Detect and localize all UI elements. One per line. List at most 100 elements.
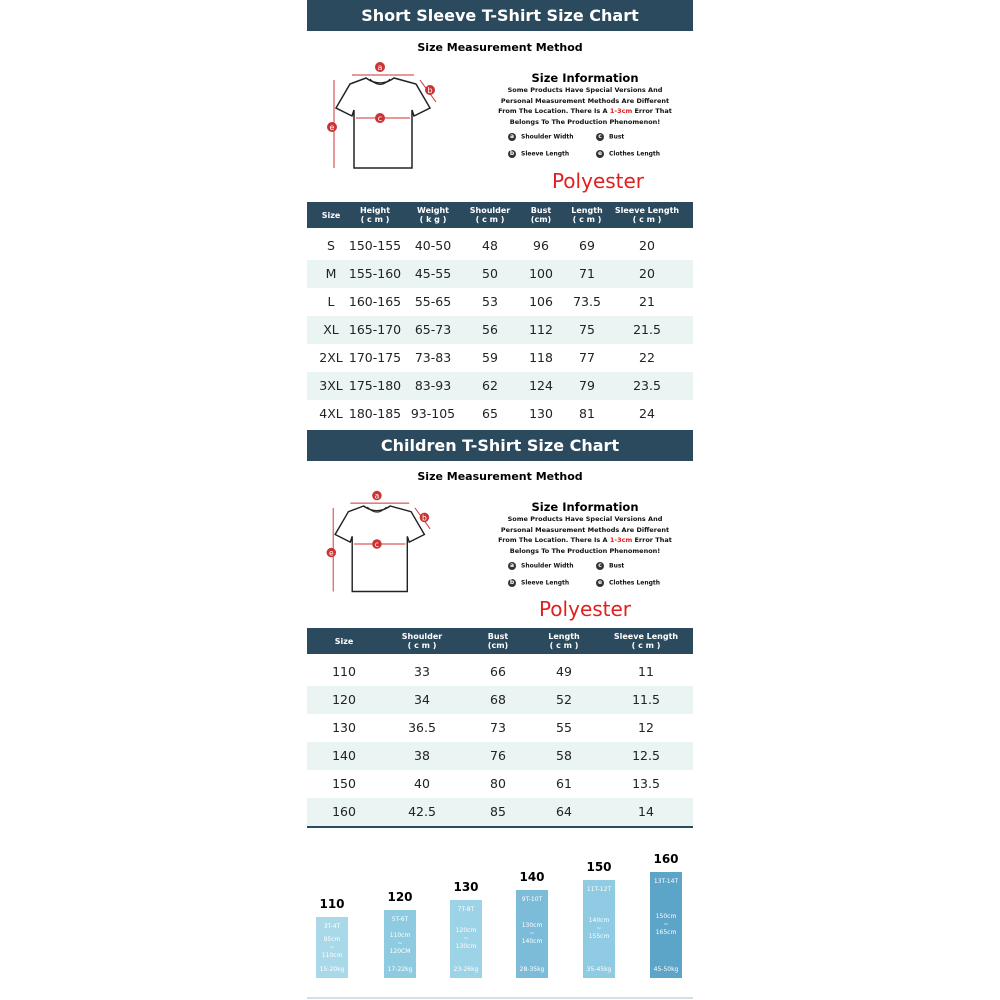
legend-item: c Bust bbox=[596, 133, 624, 141]
header-label: Bust bbox=[530, 206, 552, 215]
cell: 36.5 bbox=[408, 720, 436, 735]
header-unit: ( c m ) bbox=[572, 215, 602, 224]
height-range: ~ bbox=[663, 921, 669, 928]
cell: 80 bbox=[490, 776, 506, 791]
info-text: Error That bbox=[634, 536, 672, 544]
error-range: 1-3cm bbox=[609, 107, 633, 115]
cell: 69 bbox=[579, 238, 595, 253]
header-label: Height bbox=[359, 206, 391, 215]
header-unit: ( k g ) bbox=[419, 215, 447, 224]
header-unit: ( c m ) bbox=[631, 641, 661, 650]
cell: S bbox=[327, 238, 335, 253]
diagram-label: e bbox=[330, 123, 335, 132]
size-label: 140 bbox=[519, 870, 545, 884]
table-header bbox=[307, 202, 693, 228]
cell: 77 bbox=[579, 350, 595, 365]
size-label: 150 bbox=[586, 860, 612, 874]
cell: M bbox=[325, 266, 337, 281]
height-range: 120CM bbox=[389, 948, 411, 955]
cell: 65 bbox=[482, 406, 498, 421]
cell: 23.5 bbox=[633, 378, 661, 393]
header-cell: Bust (cm) bbox=[488, 632, 508, 650]
tshirt: a b c e bbox=[327, 62, 437, 169]
cell: 83-93 bbox=[414, 378, 452, 393]
header-label: Bust bbox=[487, 632, 509, 641]
cell: 93-105 bbox=[410, 406, 456, 421]
cell: 52 bbox=[556, 692, 572, 707]
height-range: 140cm bbox=[521, 938, 543, 945]
cell: XL bbox=[323, 322, 339, 337]
height-range: 95cm bbox=[323, 935, 341, 943]
cell: 180-185 bbox=[348, 406, 402, 421]
table-row bbox=[307, 658, 693, 686]
table-row bbox=[307, 372, 693, 400]
table-row bbox=[307, 742, 693, 770]
table-row bbox=[307, 316, 693, 344]
header-cell: Size bbox=[335, 637, 354, 646]
header-cell: Length( c m ) bbox=[548, 632, 579, 650]
cell: 11.5 bbox=[632, 692, 660, 707]
size-bar: 5T-6T 110cm ~120CM 17-22kg bbox=[384, 910, 416, 978]
cell: 22 bbox=[639, 350, 655, 365]
age-range: 3T-4T bbox=[323, 923, 341, 930]
header-cell: Bust (cm) bbox=[531, 206, 551, 224]
cell: 55 bbox=[556, 720, 572, 735]
cell: 170-175 bbox=[348, 350, 402, 365]
cell: 150 bbox=[332, 776, 356, 791]
cell: 64 bbox=[556, 804, 572, 819]
legend-letter: c bbox=[596, 562, 604, 570]
table-bottom-line bbox=[307, 826, 693, 828]
table-row bbox=[307, 770, 693, 798]
weight-range: 17-22kg bbox=[387, 966, 413, 973]
tshirt: a b c e bbox=[326, 490, 431, 593]
cell: 150-155 bbox=[348, 238, 402, 253]
height-range: ~ bbox=[329, 943, 335, 951]
cell: 4XL bbox=[319, 406, 343, 421]
cell: 110 bbox=[332, 664, 356, 679]
cell: 76 bbox=[490, 748, 506, 763]
table-row bbox=[307, 714, 693, 742]
collar bbox=[367, 506, 387, 513]
tshirt-outline bbox=[334, 505, 426, 593]
header-label: Sleeve Length bbox=[614, 206, 680, 215]
cell: 112 bbox=[529, 322, 553, 337]
table-row bbox=[307, 288, 693, 316]
cell: 21 bbox=[639, 294, 655, 309]
info-line: From The Location. There Is A 1-3cm Erro… bbox=[498, 107, 672, 115]
size-bar: 9T-10T 130cm ~140cm 28-35kg bbox=[516, 890, 548, 978]
bottom-line bbox=[307, 997, 693, 999]
weight-range: 35-45kg bbox=[586, 966, 612, 973]
info-text: Error That bbox=[634, 107, 672, 115]
cell: 96 bbox=[533, 238, 549, 253]
label-circle bbox=[375, 113, 385, 123]
cell: 79 bbox=[579, 378, 595, 393]
cell: 14 bbox=[638, 804, 654, 819]
cell: 12 bbox=[638, 720, 654, 735]
cell: 24 bbox=[639, 406, 655, 421]
cell: 175-180 bbox=[348, 378, 402, 393]
header-cell: Shoulder( c m ) bbox=[402, 632, 443, 650]
header-cell: Shoulder( c m ) bbox=[470, 206, 511, 224]
legend-text: Shoulder Width bbox=[521, 562, 574, 570]
size-label: 160 bbox=[653, 852, 679, 866]
table-row bbox=[307, 798, 693, 826]
legend-letter: c bbox=[596, 133, 604, 141]
label-circle bbox=[326, 547, 337, 558]
cell: L bbox=[327, 294, 335, 309]
header-label: Weight bbox=[417, 206, 449, 215]
legend-item: e Clothes Length bbox=[596, 579, 660, 587]
legend-text: Bust bbox=[609, 133, 625, 141]
cell: 50 bbox=[482, 266, 498, 281]
cell: 20 bbox=[639, 238, 655, 253]
height-range: 155cm bbox=[588, 933, 610, 940]
info-line: Belongs To The Production Phenomenon! bbox=[509, 117, 661, 126]
section-title: Children T-Shirt Size Chart bbox=[307, 430, 693, 461]
cell: 85 bbox=[490, 804, 506, 819]
cell: 165-170 bbox=[348, 322, 402, 337]
cell: 155-160 bbox=[348, 266, 402, 281]
cell: 160-165 bbox=[348, 294, 402, 309]
diagram-label: c bbox=[375, 540, 379, 549]
height-range: ~ bbox=[463, 935, 469, 942]
size-bar: 3T-4T 95cm ~110cm 15-20kg bbox=[316, 917, 348, 978]
size-bar: 11T-12T 140cm ~155cm 35-45kg bbox=[583, 880, 615, 978]
